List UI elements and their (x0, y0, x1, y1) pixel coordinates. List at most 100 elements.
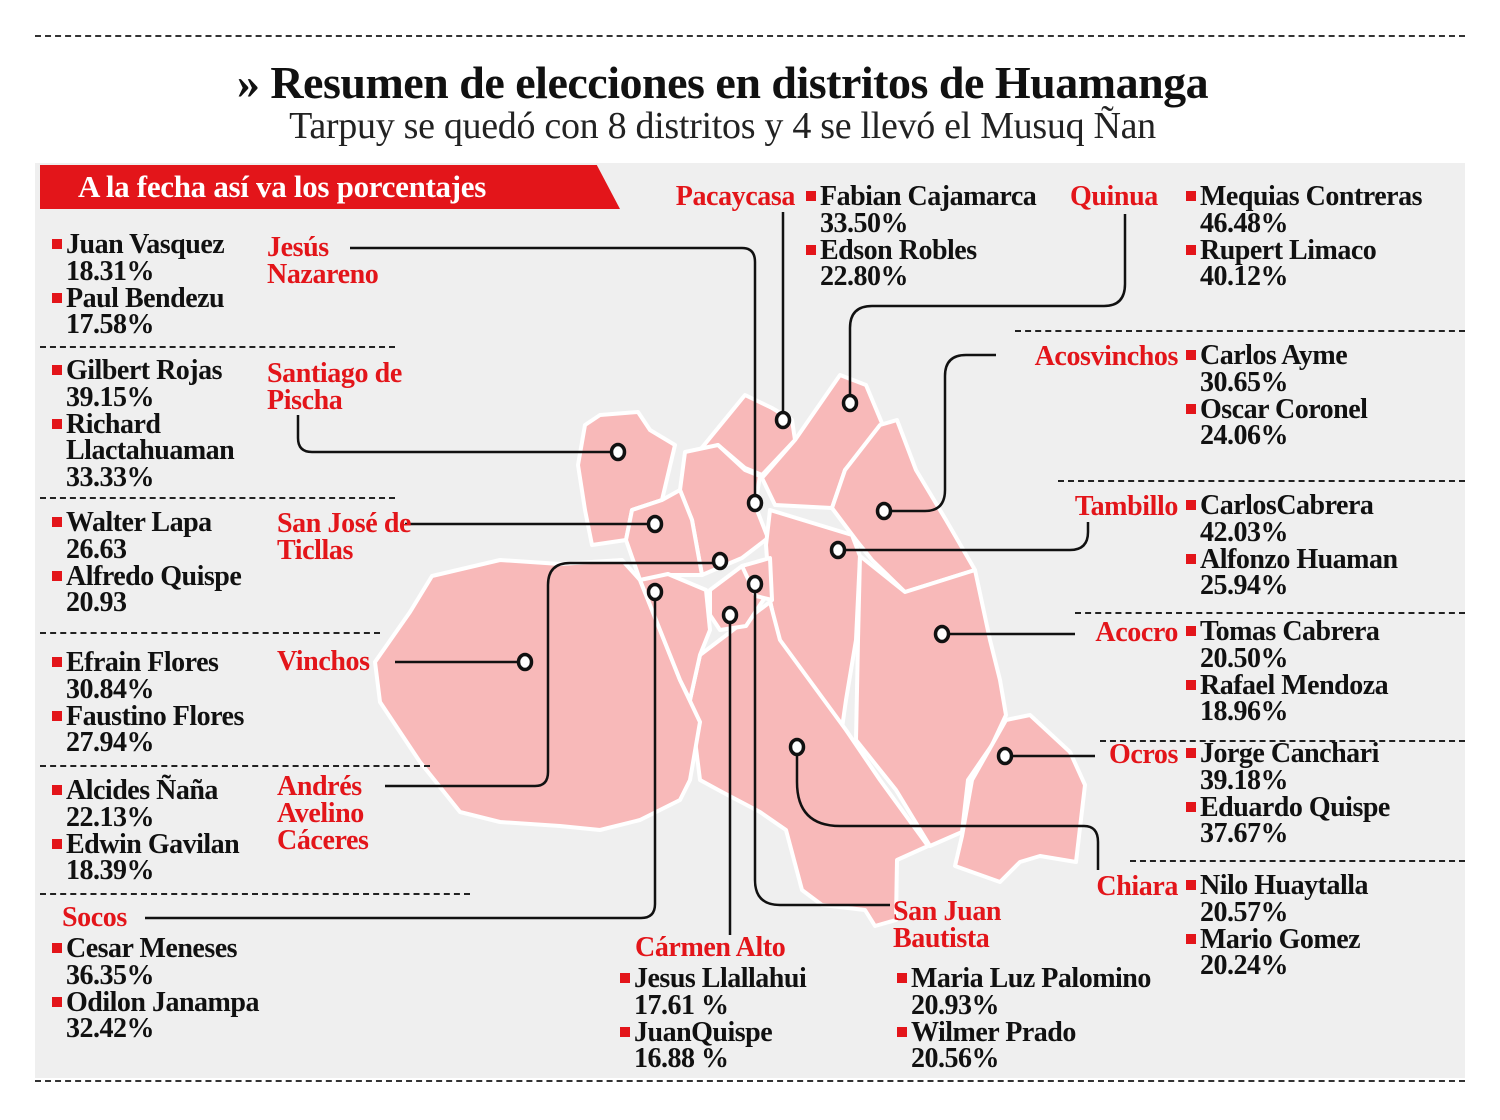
bullet-square-icon (52, 710, 62, 721)
candidate-name: Rupert Limaco (1200, 234, 1377, 266)
candidate-percentage: 24.06% (1200, 420, 1289, 452)
candidate-percentage: 18.31% (66, 255, 155, 287)
candidate-name: Alfonzo Huaman (1200, 543, 1398, 575)
district-label-pacaycasa: Pacaycasa (675, 181, 796, 212)
bullet-square-icon (52, 292, 62, 303)
results-tambillo: CarlosCabrera 42.03% Alfonzo Huaman 25.94% (1186, 490, 1398, 602)
candidate-name: Tomas Cabrera (1200, 616, 1380, 647)
region-chiara (688, 600, 930, 928)
candidate-name: Walter Lapa (66, 507, 212, 538)
district-label-jesus-nazareno: Jesús Nazareno (267, 232, 379, 290)
candidate-percentage: 27.94% (66, 727, 154, 759)
leader-line-san-juan-bautista (753, 584, 890, 907)
banner-text: A la fecha así va los porcentajes (78, 169, 486, 204)
bullet-square-icon (1186, 801, 1196, 812)
candidate-name: Cesar Meneses (66, 933, 238, 964)
candidate-row: Jorge Canchari (1186, 738, 1390, 769)
candidate-name: Jesus Llallahui (634, 963, 807, 994)
marker-dot-ocros (996, 746, 1014, 766)
candidate-row: Gilbert Rojas (52, 357, 252, 385)
leader-line-acosvinchos (884, 353, 996, 513)
candidate-name: Jorge Canchari (1200, 738, 1379, 769)
section-divider (40, 893, 470, 895)
candidate-name: Fabian Cajamarca (820, 181, 1037, 212)
candidate-row: Alfredo Quispe (52, 562, 242, 591)
section-divider (1015, 330, 1465, 332)
results-san-juan-bautista: Maria Luz Palomino 20.93% Wilmer Prado 20.5… (897, 965, 1151, 1073)
candidate-row: Efrain Flores (52, 649, 244, 677)
leader-line-jesus-nazareno (350, 246, 757, 503)
candidate-row: JuanQuispe (620, 1018, 806, 1047)
marker-dot-tambillo (829, 540, 847, 560)
candidate-percentage: 33.33% (66, 462, 155, 494)
region-san-jose-de-ticllas (624, 488, 704, 582)
candidate-percentage: 20.24% (1200, 950, 1289, 982)
candidate-percentage: 17.61 % (634, 989, 729, 1021)
candidate-percentage: 16.88 % (634, 1043, 729, 1075)
marker-dot-vinchos (516, 652, 534, 672)
candidate-name: Oscar Coronel (1200, 393, 1368, 425)
candidate-row: Alfonzo Huaman (1186, 543, 1398, 575)
candidate-percentage: 20.50% (1200, 642, 1289, 674)
region-socos (638, 572, 712, 702)
leader-line-santiago-de-pischa (296, 415, 618, 454)
results-ocros: Jorge Canchari 39.18% Eduardo Quispe 37.67% (1186, 738, 1390, 850)
bullet-square-icon (52, 996, 62, 1007)
district-label-socos: Socos (62, 902, 127, 933)
leader-line-socos (145, 592, 657, 920)
section-divider (1100, 740, 1465, 742)
candidate-percentage: 37.67% (1200, 818, 1288, 850)
candidate-row: Odilon Janampa (52, 988, 259, 1017)
candidate-row: Maria Luz Palomino (897, 965, 1151, 993)
candidate-row: Wilmer Prado (897, 1018, 1151, 1047)
district-label-san-juan-bautista: San Juan Bautista (893, 896, 1002, 954)
marker-dot-acocro (933, 624, 951, 644)
results-socos: Cesar Meneses 36.35% Odilon Janampa 32.42% (52, 933, 259, 1043)
bullet-square-icon (52, 365, 62, 375)
results-quinua: Mequias Contreras 46.48% Rupert Limaco 40.1… (1186, 183, 1422, 293)
results-santiago-de-pischa: Gilbert Rojas 39.15% Richard Llactahuaman 3… (52, 357, 252, 494)
results-jesus-nazareno: Juan Vasquez 18.31% Paul Bendezu 17.58% (52, 231, 225, 339)
bullet-square-icon (52, 838, 62, 849)
district-label-san-jose-de-ticllas: San José de Ticllas (277, 508, 412, 566)
bullet-square-icon (620, 1026, 630, 1037)
leader-line-andres-avelino-caceres (385, 561, 720, 788)
bullet-square-icon (52, 943, 62, 953)
results-acosvinchos: Carlos Ayme 30.65% Oscar Coronel 24.06% (1186, 342, 1368, 452)
candidate-row: Edson Robles (806, 236, 1036, 265)
section-divider (1130, 860, 1465, 862)
bullet-square-icon (52, 239, 62, 249)
candidate-name: Nilo Huaytalla (1200, 870, 1369, 901)
district-label-vinchos: Vinchos (277, 646, 370, 677)
candidate-percentage: 18.39% (66, 855, 155, 887)
candidate-name: CarlosCabrera (1200, 490, 1374, 521)
candidate-row: Faustino Flores (52, 702, 244, 731)
section-divider (40, 497, 395, 499)
candidate-percentage: 40.12% (1200, 261, 1288, 293)
bullet-square-icon (897, 1026, 907, 1037)
region-vinchos (373, 558, 702, 832)
bullet-square-icon (620, 973, 630, 983)
candidate-row: Richard Llactahuaman (52, 410, 252, 466)
results-acocro: Tomas Cabrera 20.50% Rafael Mendoza 18.96% (1186, 616, 1389, 726)
district-label-acocro: Acocro (1095, 617, 1178, 648)
candidate-name: Alcides Ñaña (66, 775, 218, 806)
candidate-row: Paul Bendezu (52, 284, 225, 313)
candidate-name: Edwin Gavilan (66, 828, 240, 860)
bullet-square-icon (806, 191, 816, 201)
candidate-percentage: 20.93% (911, 989, 999, 1021)
candidate-row: Eduardo Quispe (1186, 793, 1390, 822)
candidate-row: Nilo Huaytalla (1186, 870, 1369, 901)
section-divider (40, 346, 395, 348)
marker-dot-acosvinchos (875, 501, 893, 521)
candidate-row: Oscar Coronel (1186, 393, 1368, 425)
candidate-row: Mario Gomez (1186, 925, 1368, 954)
marker-dot-santiago-de-pischa (609, 442, 627, 462)
candidate-percentage: 25.94% (1200, 570, 1288, 602)
candidate-percentage: 30.84% (66, 673, 154, 705)
leader-line-tambillo (838, 522, 1090, 552)
candidate-percentage: 46.48% (1200, 207, 1288, 239)
district-label-santiago-de-pischa: Santiago de Pischa (267, 358, 402, 416)
